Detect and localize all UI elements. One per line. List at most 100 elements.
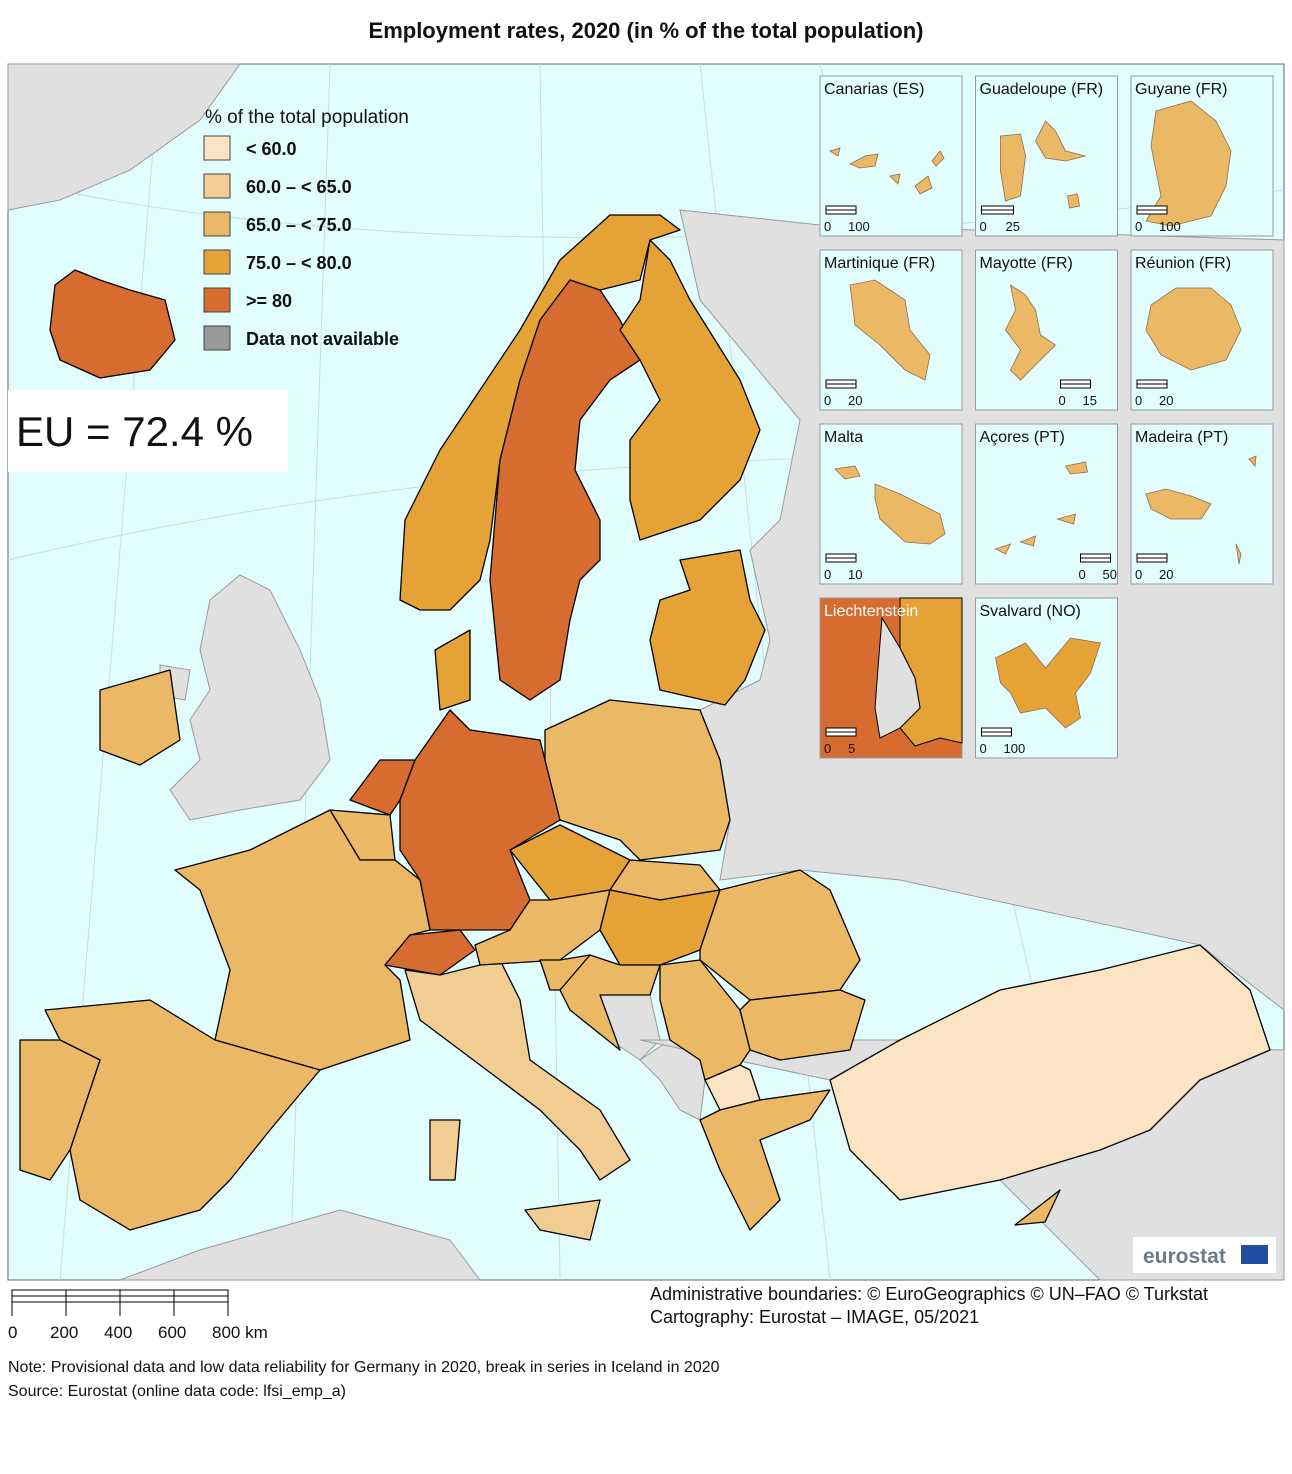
inset: Liechtenstein 0 5 <box>819 597 963 759</box>
legend-label: < 60.0 <box>246 139 297 159</box>
inset-region <box>995 637 1102 729</box>
inset: Guadeloupe (FR) 0 25 <box>975 75 1118 237</box>
inset-scale-label: 0 <box>824 219 831 234</box>
legend-swatch <box>203 211 231 237</box>
region <box>174 809 431 1071</box>
inset-scale-label: 0 <box>1135 393 1142 408</box>
inset: Guyane (FR) 0 100 <box>1130 75 1274 237</box>
scale-bar: 0 200 400 600 800 km <box>8 1289 268 1342</box>
north-africa <box>119 1209 481 1281</box>
region <box>1014 1189 1061 1226</box>
inset-scale-label: 100 <box>1159 219 1181 234</box>
inset-region <box>1145 488 1212 520</box>
inset-title: Açores (PT) <box>980 429 1065 446</box>
inset-scale-label: 0 <box>1135 567 1142 582</box>
inset-region <box>1145 100 1232 227</box>
inset-region <box>874 483 946 545</box>
region <box>559 954 661 1051</box>
inset-region <box>914 175 933 195</box>
inset-scale-label: 10 <box>848 567 862 582</box>
region <box>619 239 761 541</box>
inset-title: Canarias (ES) <box>824 81 924 98</box>
greenland <box>7 63 241 211</box>
legend-swatch <box>203 173 231 199</box>
countries <box>19 214 1271 1241</box>
region <box>349 759 416 816</box>
inset-title: Mayotte (FR) <box>980 255 1073 272</box>
scale-bar-label: 800 km <box>212 1323 268 1342</box>
inset-title: Réunion (FR) <box>1135 255 1231 272</box>
inset-scale-label: 100 <box>1004 741 1026 756</box>
region <box>649 549 766 706</box>
inset-title: Liechtenstein <box>824 603 918 620</box>
legend-label: 60.0 – < 65.0 <box>246 177 352 197</box>
credits: Cartography: Eurostat – IMAGE, 05/2021 <box>650 1307 979 1327</box>
region <box>434 629 471 711</box>
inset-region <box>1000 133 1026 202</box>
scale-bar-label: 0 <box>8 1323 17 1342</box>
inset-region <box>1035 120 1086 162</box>
inset-scale-label: 0 <box>824 393 831 408</box>
inset-title: Guyane (FR) <box>1135 81 1227 98</box>
inset-title: Madeira (PT) <box>1135 429 1228 446</box>
inset-scale-label: 0 <box>1135 219 1142 234</box>
legend-swatch <box>203 325 231 351</box>
inset-title: Svalvard (NO) <box>980 603 1081 620</box>
note: Note: Provisional data and low data reli… <box>8 1359 720 1376</box>
region <box>99 669 181 766</box>
inset-title: Malta <box>824 429 863 446</box>
inset-region <box>1248 455 1257 467</box>
scale-bar-ticks <box>11 1290 229 1316</box>
inset-region <box>834 465 861 480</box>
scale-bar-label: 400 <box>104 1323 132 1342</box>
inset-region <box>931 150 945 167</box>
inset-region <box>829 147 841 157</box>
inset-scale-label: 0 <box>980 741 987 756</box>
legend-swatch <box>203 249 231 275</box>
inset-scale-label: 0 <box>1059 393 1066 408</box>
inset: Madeira (PT) 0 20 <box>1130 423 1274 585</box>
legend: % of the total population < 60.0 60.0 – <… <box>203 107 409 351</box>
inset-region <box>1019 535 1037 547</box>
uk <box>169 574 331 821</box>
source: Source: Eurostat (online data code: lfsi… <box>8 1383 346 1400</box>
inset-region <box>1145 287 1242 371</box>
scale-bar-label: 200 <box>50 1323 78 1342</box>
map-title: Employment rates, 2020 (in % of the tota… <box>369 18 924 43</box>
inset: Açores (PT) 0 50 <box>975 423 1118 585</box>
region <box>704 1064 761 1111</box>
inset-region <box>1067 193 1080 209</box>
inset-region <box>1005 284 1057 381</box>
inset-scale-label: 20 <box>1159 393 1173 408</box>
inset: Martinique (FR) 0 20 <box>819 249 963 411</box>
legend-title: % of the total population <box>205 107 409 128</box>
inset-region <box>849 153 879 169</box>
inset-scale-label: 0 <box>1079 567 1086 582</box>
inset: Canarias (ES) 0 100 <box>819 75 963 237</box>
inset-scale-label: 25 <box>1006 219 1020 234</box>
inset-scale-label: 15 <box>1083 393 1097 408</box>
inset-frame <box>975 249 1118 411</box>
inset-scale-label: 20 <box>1159 567 1173 582</box>
inset-region <box>1235 543 1242 565</box>
eu-average-box <box>8 390 288 472</box>
inset-scale-label: 50 <box>1103 567 1117 582</box>
region <box>429 1119 461 1181</box>
region <box>49 269 176 379</box>
inset: Svalvard (NO) 0 100 <box>975 597 1118 759</box>
inset-title: Martinique (FR) <box>824 255 935 272</box>
inset-region <box>1056 513 1077 525</box>
inset-scale-label: 0 <box>824 567 831 582</box>
inset-region <box>1064 461 1088 475</box>
inset-region <box>874 616 921 739</box>
logo: eurostat <box>1143 1245 1226 1268</box>
region <box>524 1199 601 1241</box>
inset-region <box>849 279 931 381</box>
eu-average: EU = 72.4 % <box>16 408 253 455</box>
legend-swatch <box>203 135 231 161</box>
region <box>829 944 1271 1201</box>
inset-title: Guadeloupe (FR) <box>980 81 1104 98</box>
legend-label: 65.0 – < 75.0 <box>246 215 352 235</box>
